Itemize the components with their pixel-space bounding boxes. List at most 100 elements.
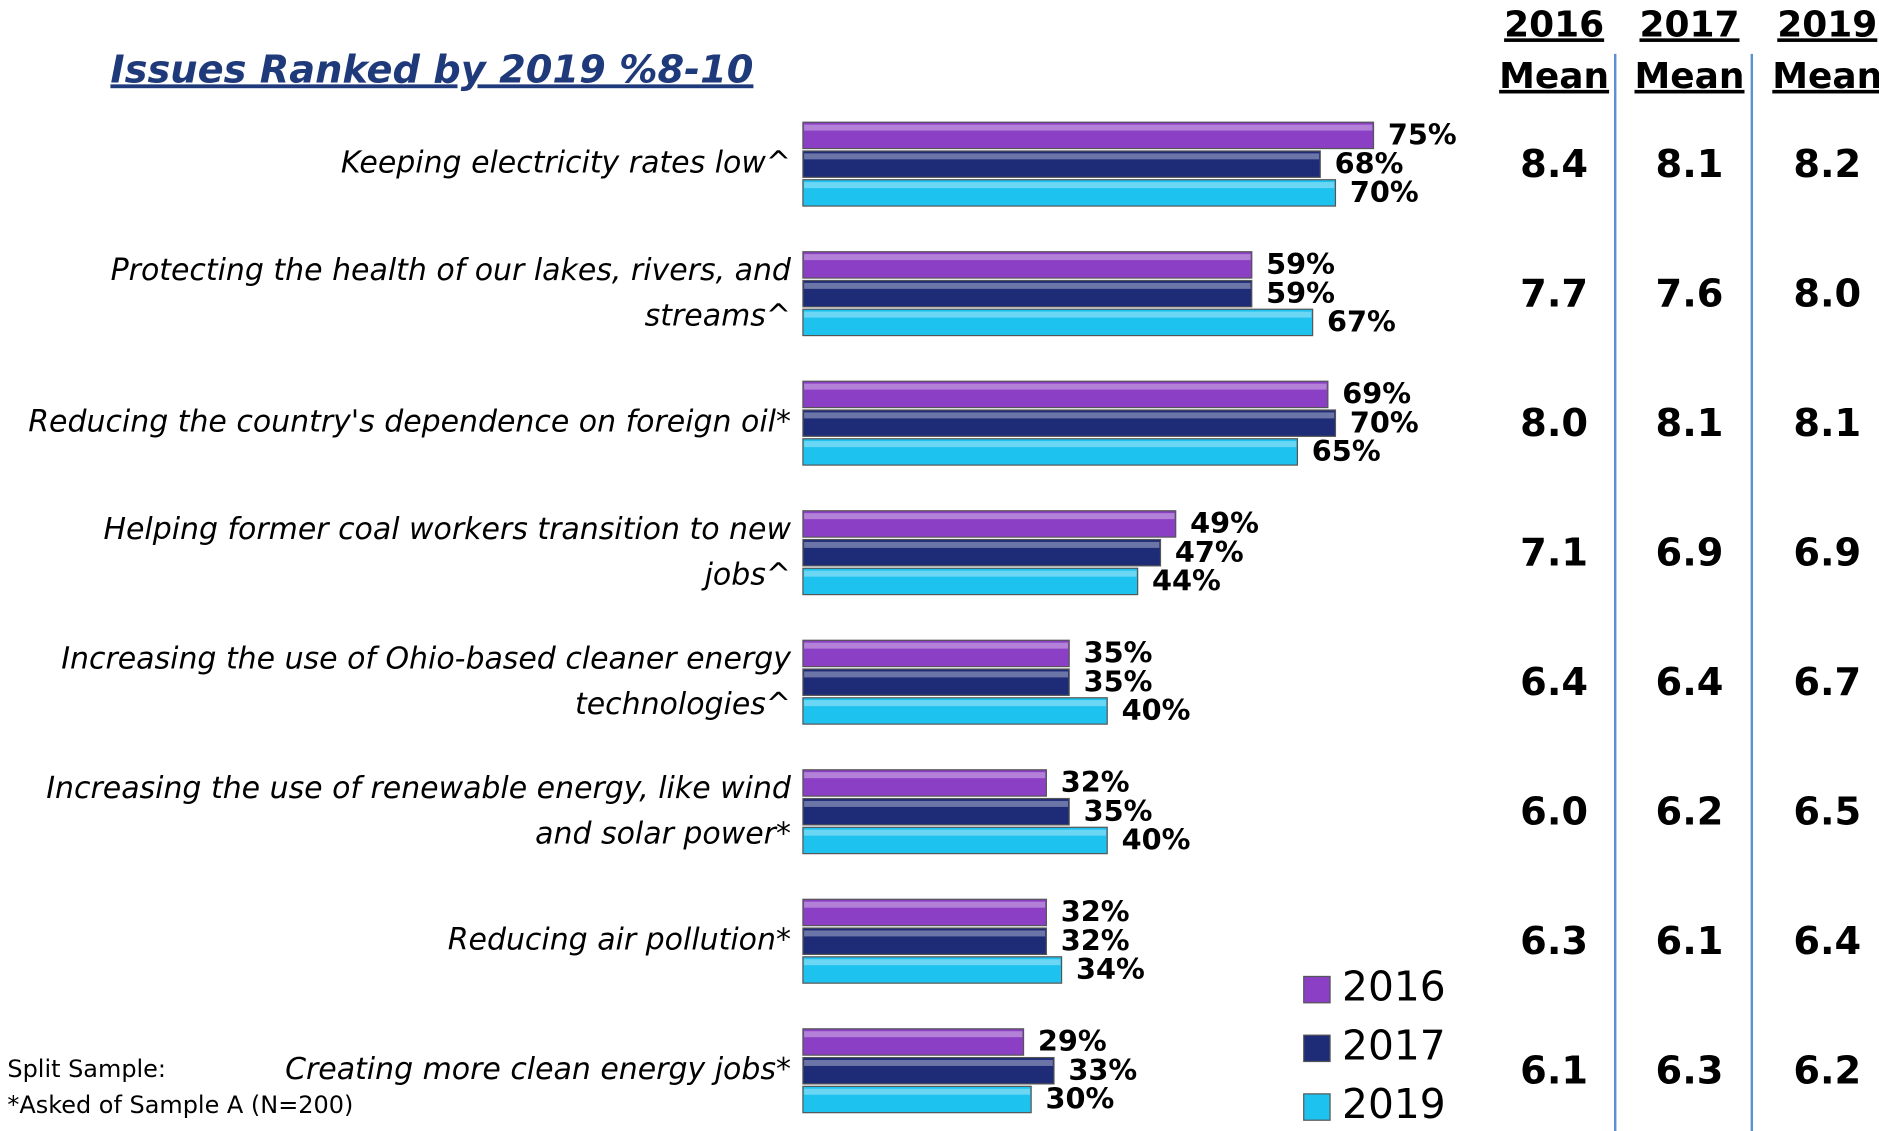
bar-highlight (804, 513, 1175, 520)
value-label: 70% (1350, 175, 1419, 209)
bar (802, 697, 1108, 725)
value-label: 44% (1152, 564, 1221, 598)
legend-label: 2019 (1342, 1080, 1446, 1128)
value-label: 32% (1061, 765, 1130, 799)
mean-value: 8.4 (1520, 142, 1588, 187)
mean-value: 7.1 (1520, 531, 1588, 576)
bar-highlight (804, 412, 1335, 419)
value-label: 40% (1122, 693, 1191, 727)
value-label: 35% (1084, 794, 1153, 828)
bar-highlight (804, 930, 1046, 937)
bar (802, 251, 1253, 279)
bar-highlight (804, 570, 1137, 577)
mean-value: 6.4 (1656, 660, 1724, 705)
bar (802, 438, 1299, 466)
category-label: Increasing the use of renewable energy, … (46, 770, 792, 851)
category-label: Keeping electricity rates low^ (341, 146, 791, 181)
value-label: 35% (1084, 636, 1153, 670)
subtitle: Issues Ranked by 2019 %8-10 (110, 47, 753, 92)
value-label: 68% (1335, 146, 1404, 180)
bar-highlight (804, 153, 1320, 160)
bar (802, 567, 1139, 596)
mean-value: 6.4 (1520, 660, 1588, 705)
mean-value: 6.0 (1520, 790, 1588, 835)
category-label: Protecting the health of our lakes, rive… (111, 252, 792, 333)
value-label: 59% (1266, 276, 1335, 310)
bar (802, 308, 1314, 337)
value-label: 69% (1342, 377, 1411, 411)
bar (802, 510, 1177, 538)
mean-value: 6.4 (1793, 919, 1861, 964)
legend-swatch (1303, 1093, 1331, 1121)
bar (802, 538, 1162, 567)
bar-highlight (804, 959, 1061, 966)
mean-value: 8.1 (1656, 401, 1724, 446)
value-label: 47% (1175, 535, 1244, 569)
value-label: 49% (1190, 506, 1259, 540)
mean-value: 6.3 (1520, 919, 1588, 964)
bar (802, 380, 1329, 409)
mean-value: 7.7 (1520, 272, 1588, 317)
bar-highlight (804, 901, 1046, 908)
value-label: 65% (1312, 434, 1381, 468)
mean-value: 6.1 (1656, 919, 1724, 964)
bar (802, 797, 1070, 826)
bar (802, 279, 1253, 308)
bar-highlight (804, 772, 1046, 779)
mean-value: 8.1 (1656, 142, 1724, 187)
legend-label: 2016 (1342, 963, 1446, 1011)
bar-highlight (804, 1059, 1053, 1066)
bar-highlight (804, 383, 1327, 390)
bar-highlight (804, 311, 1312, 318)
category-label: Reducing the country's dependence on for… (28, 405, 791, 440)
mean-value: 6.3 (1656, 1049, 1724, 1094)
mean-value: 6.1 (1520, 1049, 1588, 1094)
bar-highlight (804, 642, 1068, 649)
category-label: Reducing air pollution* (448, 923, 791, 958)
bar (802, 1085, 1032, 1114)
mean-value: 8.1 (1793, 401, 1861, 446)
mean-value: 6.7 (1793, 660, 1861, 705)
bar (802, 1028, 1025, 1056)
category-label: Helping former coal workers transition t… (103, 511, 791, 592)
bar-highlight (804, 1088, 1030, 1095)
bar-highlight (804, 441, 1297, 448)
bar-highlight (804, 1031, 1023, 1038)
value-label: 75% (1388, 118, 1457, 152)
value-label: 32% (1061, 923, 1130, 957)
bar-highlight (804, 700, 1107, 707)
bar-highlight (804, 282, 1251, 289)
value-label: 67% (1327, 305, 1396, 339)
mean-value: 7.6 (1656, 272, 1724, 317)
bar-highlight (804, 124, 1373, 131)
bar (802, 668, 1070, 696)
bar (802, 956, 1063, 984)
bar (802, 150, 1321, 178)
bar (802, 927, 1047, 956)
column-header: 2016 (1504, 4, 1604, 45)
mean-value: 8.2 (1793, 142, 1861, 187)
legend-swatch (1303, 1034, 1331, 1063)
column-header: Mean (1772, 56, 1879, 97)
column-header: Mean (1635, 56, 1745, 97)
bar (802, 898, 1047, 927)
bar (802, 826, 1108, 855)
value-label: 30% (1046, 1082, 1115, 1116)
bar (802, 769, 1047, 797)
bar (802, 121, 1375, 150)
footnote: Split Sample: (7, 1055, 166, 1083)
bar (802, 639, 1070, 668)
bar-highlight (804, 254, 1251, 261)
value-label: 32% (1061, 895, 1130, 929)
mean-value: 6.2 (1793, 1049, 1861, 1094)
value-label: 59% (1266, 247, 1335, 281)
mean-value: 6.9 (1656, 531, 1724, 576)
bar (802, 1056, 1055, 1085)
value-label: 34% (1076, 952, 1145, 986)
value-label: 33% (1068, 1053, 1137, 1087)
legend-swatch (1303, 975, 1331, 1004)
category-label: Creating more clean energy jobs* (285, 1052, 791, 1087)
bar-highlight (804, 800, 1068, 807)
bar-highlight (804, 182, 1335, 189)
